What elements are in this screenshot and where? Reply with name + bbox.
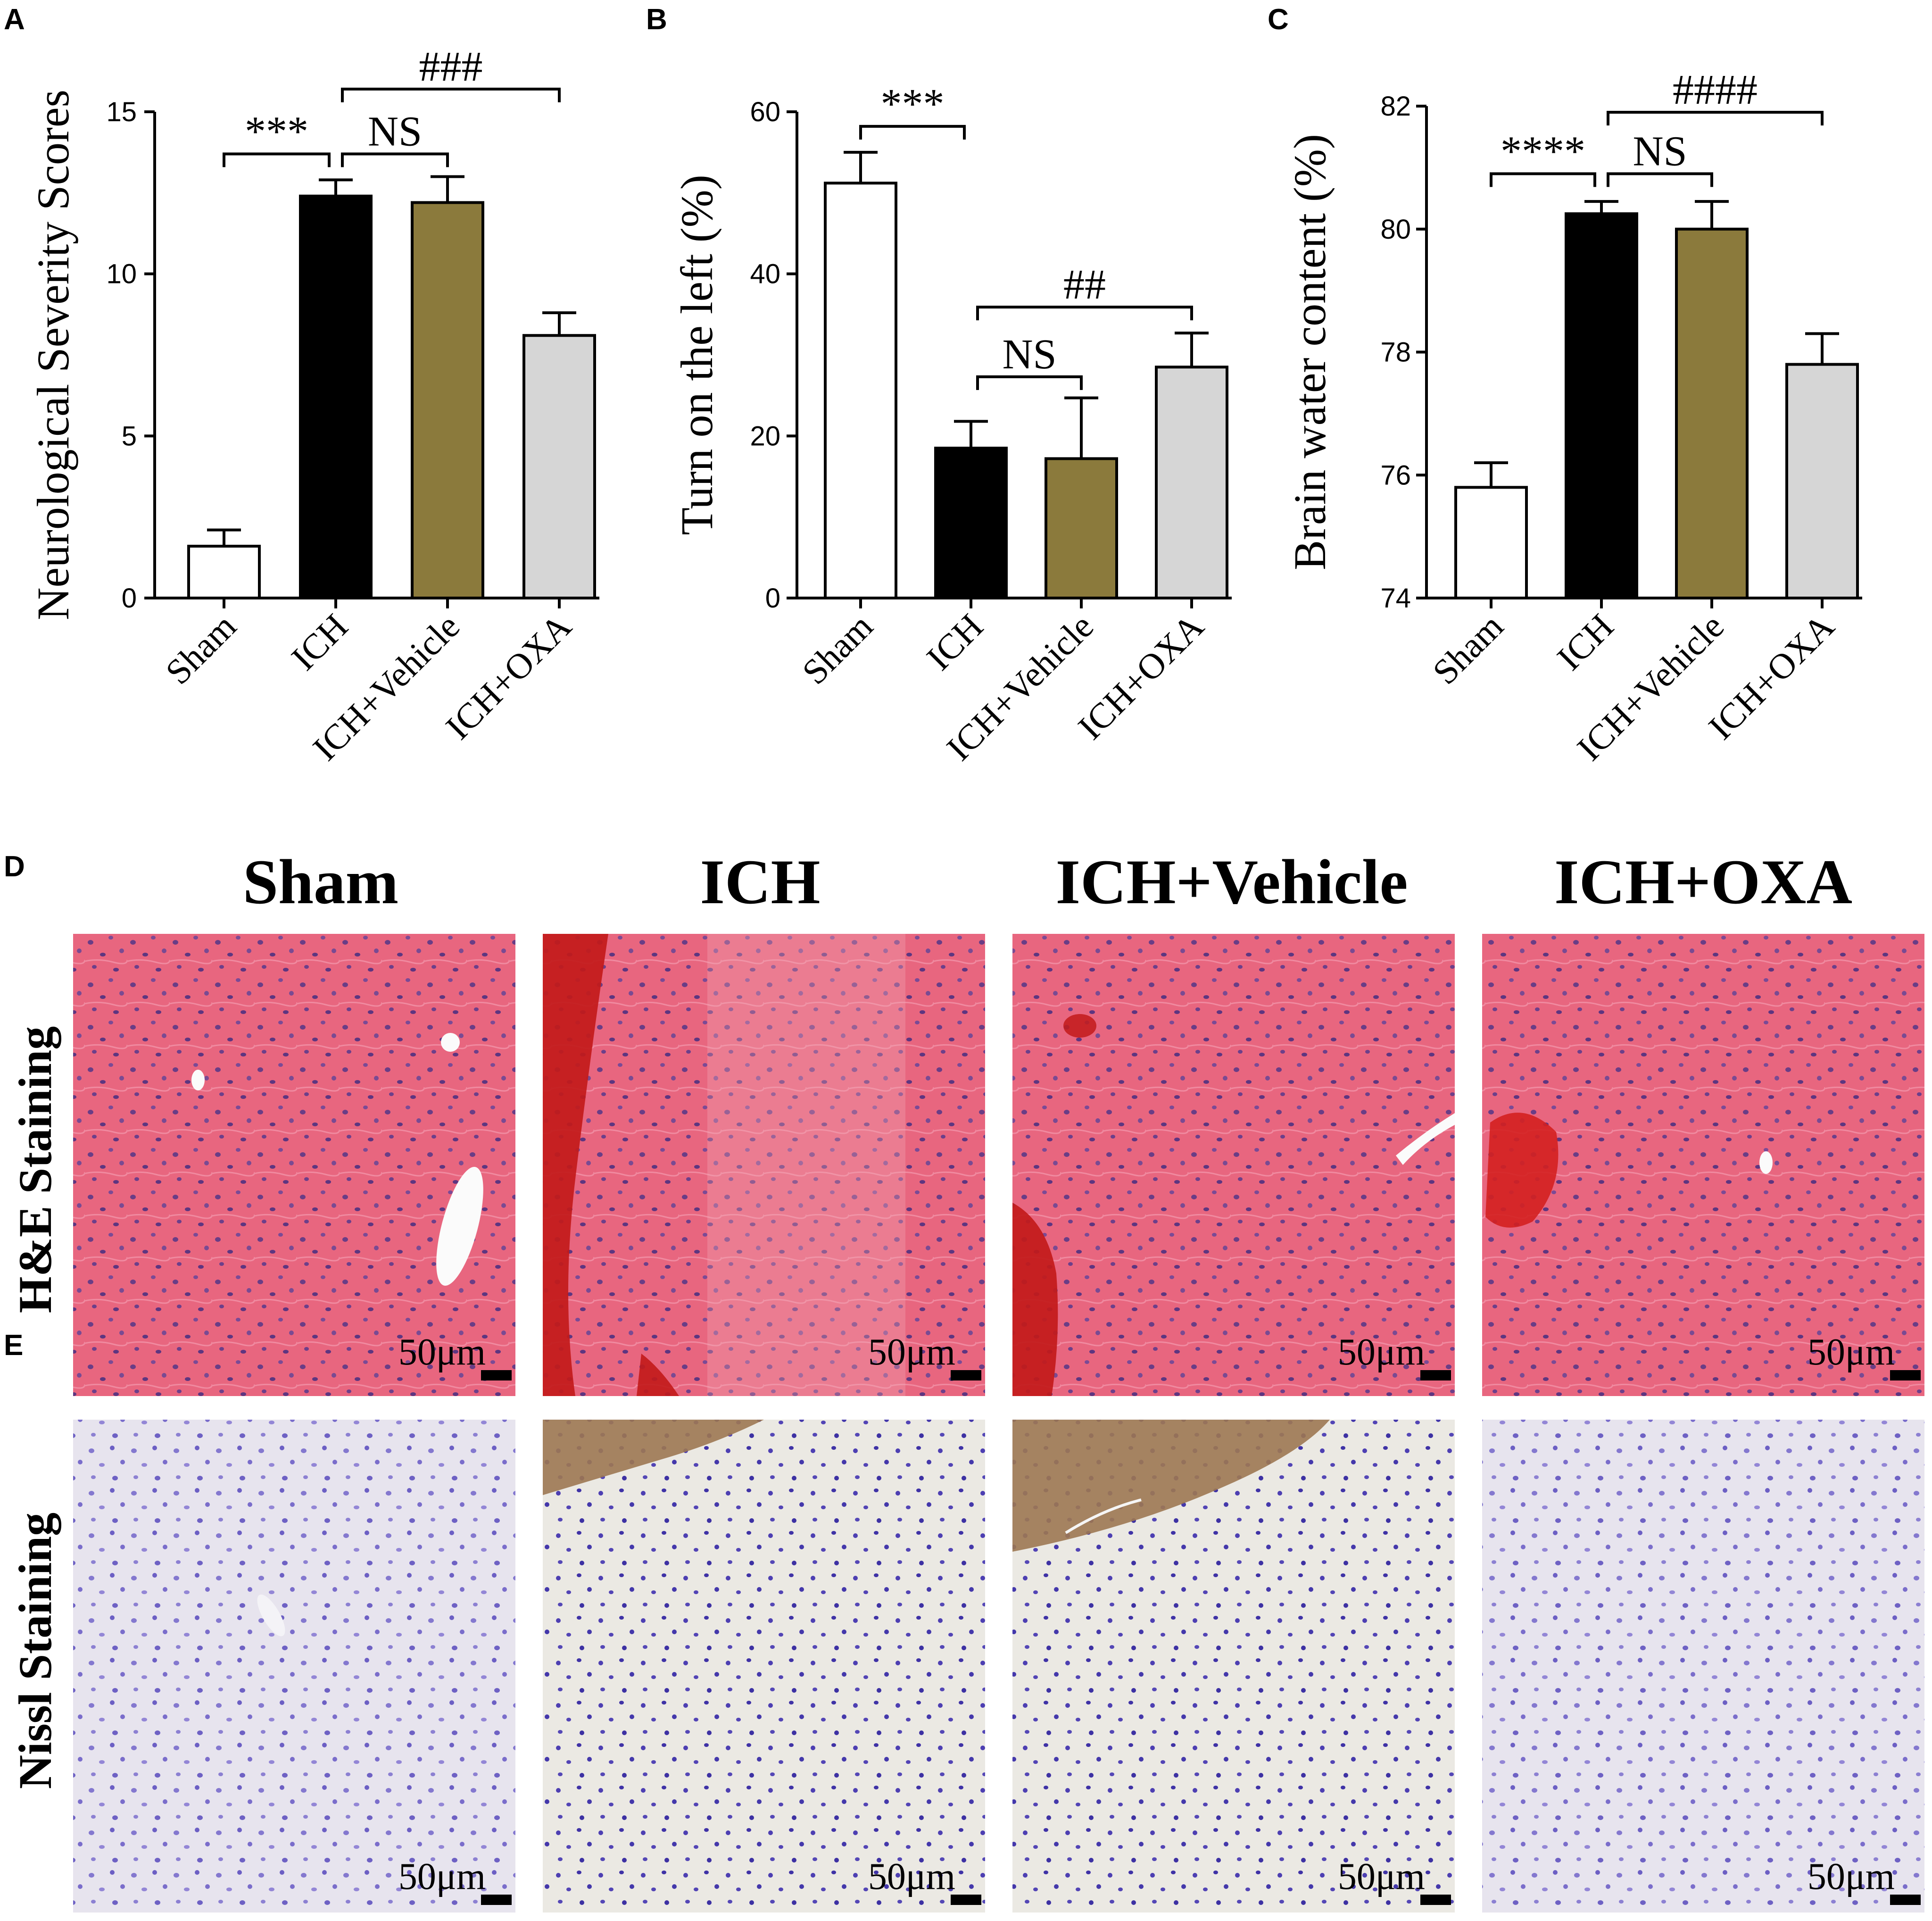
nissl-image-sham (73, 1420, 515, 1913)
significance-bracket (1607, 111, 1824, 126)
significance-bracket (859, 125, 966, 140)
scale-bar-nissl-ich-oxa: 50μm (1808, 1856, 1921, 1905)
y-axis-label: Neurological Severity Scores (28, 90, 78, 620)
x-tick-label: ICH (284, 607, 356, 678)
significance-label: *** (245, 108, 308, 155)
y-tick-label: 0 (122, 583, 137, 614)
y-axis-label: Turn on the left (%) (672, 175, 722, 535)
he-image-ich-oxa (1482, 934, 1924, 1396)
histology-row-title-he: H&E Staining (9, 1026, 61, 1314)
svg-text:50μm: 50μm (398, 1331, 486, 1373)
panel-label-b: B (646, 3, 667, 36)
significance-bracket (976, 375, 1083, 390)
nissl-image-ich-oxa (1482, 1420, 1924, 1913)
y-tick-label: 60 (750, 97, 780, 127)
significance-label: #### (1673, 67, 1758, 113)
panel-label-d: D (4, 850, 25, 883)
x-tick-label: Sham (795, 607, 880, 692)
y-tick-label: 82 (1380, 91, 1411, 122)
y-tick-label: 40 (750, 259, 780, 290)
chart-brain-water: 74 76 78 80 82 Brain water content (%) Sham ICH… (1285, 67, 1862, 768)
y-tick-label: 0 (765, 583, 780, 614)
histology-col-title-ich-vehicle: ICH+Vehicle (1056, 847, 1408, 917)
scale-bar-he-ich: 50μm (868, 1331, 981, 1380)
bar-ich-oxa (1155, 366, 1228, 600)
significance-label: NS (1633, 128, 1687, 175)
y-tick-label: 74 (1380, 583, 1411, 614)
significance-label: **** (1501, 128, 1585, 175)
y-tick-label: 15 (106, 97, 137, 127)
bar-ich (1565, 212, 1638, 599)
y-axis-label: Brain water content (%) (1285, 134, 1335, 570)
svg-text:50μm: 50μm (1338, 1331, 1425, 1373)
nissl-image-ich (543, 1420, 985, 1913)
bar-ich-vehicle (1675, 227, 1749, 599)
significance-bracket (223, 152, 331, 167)
bar-ich (934, 447, 1008, 599)
histology-col-title-sham: Sham (243, 847, 398, 917)
he-image-sham (73, 934, 515, 1396)
x-tick-label: ICH (1550, 607, 1621, 678)
bar-ich-vehicle (411, 201, 484, 600)
chart-neurological-severity: 0 5 10 15 Neurological Severity Scores Sham IC… (28, 43, 599, 768)
bar-ich-vehicle (1045, 457, 1118, 599)
y-tick-label: 20 (750, 421, 780, 451)
significance-bracket (1490, 172, 1596, 187)
scale-bar-he-sham: 50μm (398, 1331, 512, 1380)
nissl-image-ich-vehicle (1012, 1420, 1455, 1913)
bar-sham (187, 545, 261, 599)
scale-bar-he-ich-vehicle: 50μm (1338, 1331, 1451, 1380)
scale-bar-he-ich-oxa: 50μm (1808, 1331, 1921, 1380)
scale-bar-nissl-ich-vehicle: 50μm (1338, 1856, 1451, 1905)
he-image-ich-vehicle (1012, 934, 1455, 1396)
x-tick-label: Sham (158, 607, 244, 692)
he-image-ich (543, 934, 985, 1396)
svg-text:50μm: 50μm (1808, 1331, 1895, 1373)
scale-bar-nissl-sham: 50μm (398, 1856, 512, 1905)
significance-bracket (341, 152, 449, 167)
x-tick-label: Sham (1425, 607, 1511, 692)
svg-text:50μm: 50μm (1808, 1856, 1895, 1897)
bar-sham (824, 182, 897, 600)
panel-label-a: A (4, 3, 25, 36)
x-tick-label: ICH (919, 607, 991, 678)
y-tick-label: 5 (122, 421, 137, 451)
bar-ich-oxa (1785, 363, 1859, 599)
significance-label: *** (881, 81, 945, 127)
histology-row-title-nissl: Nissl Staining (9, 1513, 61, 1789)
svg-text:50μm: 50μm (868, 1856, 955, 1897)
significance-label: ## (1063, 261, 1106, 308)
y-tick-label: 78 (1380, 337, 1411, 368)
y-tick-label: 10 (106, 259, 137, 290)
bar-sham (1454, 486, 1528, 599)
significance-bracket (341, 87, 561, 102)
y-tick-label: 80 (1380, 214, 1411, 245)
scale-bar-nissl-ich: 50μm (868, 1856, 981, 1905)
significance-label: ### (419, 43, 483, 90)
significance-label: NS (1002, 331, 1056, 378)
svg-text:50μm: 50μm (1338, 1856, 1425, 1897)
histology-col-title-ich-oxa: ICH+OXA (1554, 847, 1852, 917)
significance-bracket (1607, 172, 1713, 187)
significance-bracket (976, 306, 1193, 321)
svg-text:50μm: 50μm (398, 1856, 486, 1897)
y-tick-label: 76 (1380, 460, 1411, 491)
bar-ich (299, 194, 373, 599)
histology-col-title-ich: ICH (700, 847, 820, 917)
bar-ich-oxa (522, 334, 596, 599)
svg-text:50μm: 50μm (868, 1331, 955, 1373)
panel-label-c: C (1268, 3, 1289, 36)
panel-label-e: E (4, 1329, 23, 1362)
significance-label: NS (368, 108, 422, 155)
